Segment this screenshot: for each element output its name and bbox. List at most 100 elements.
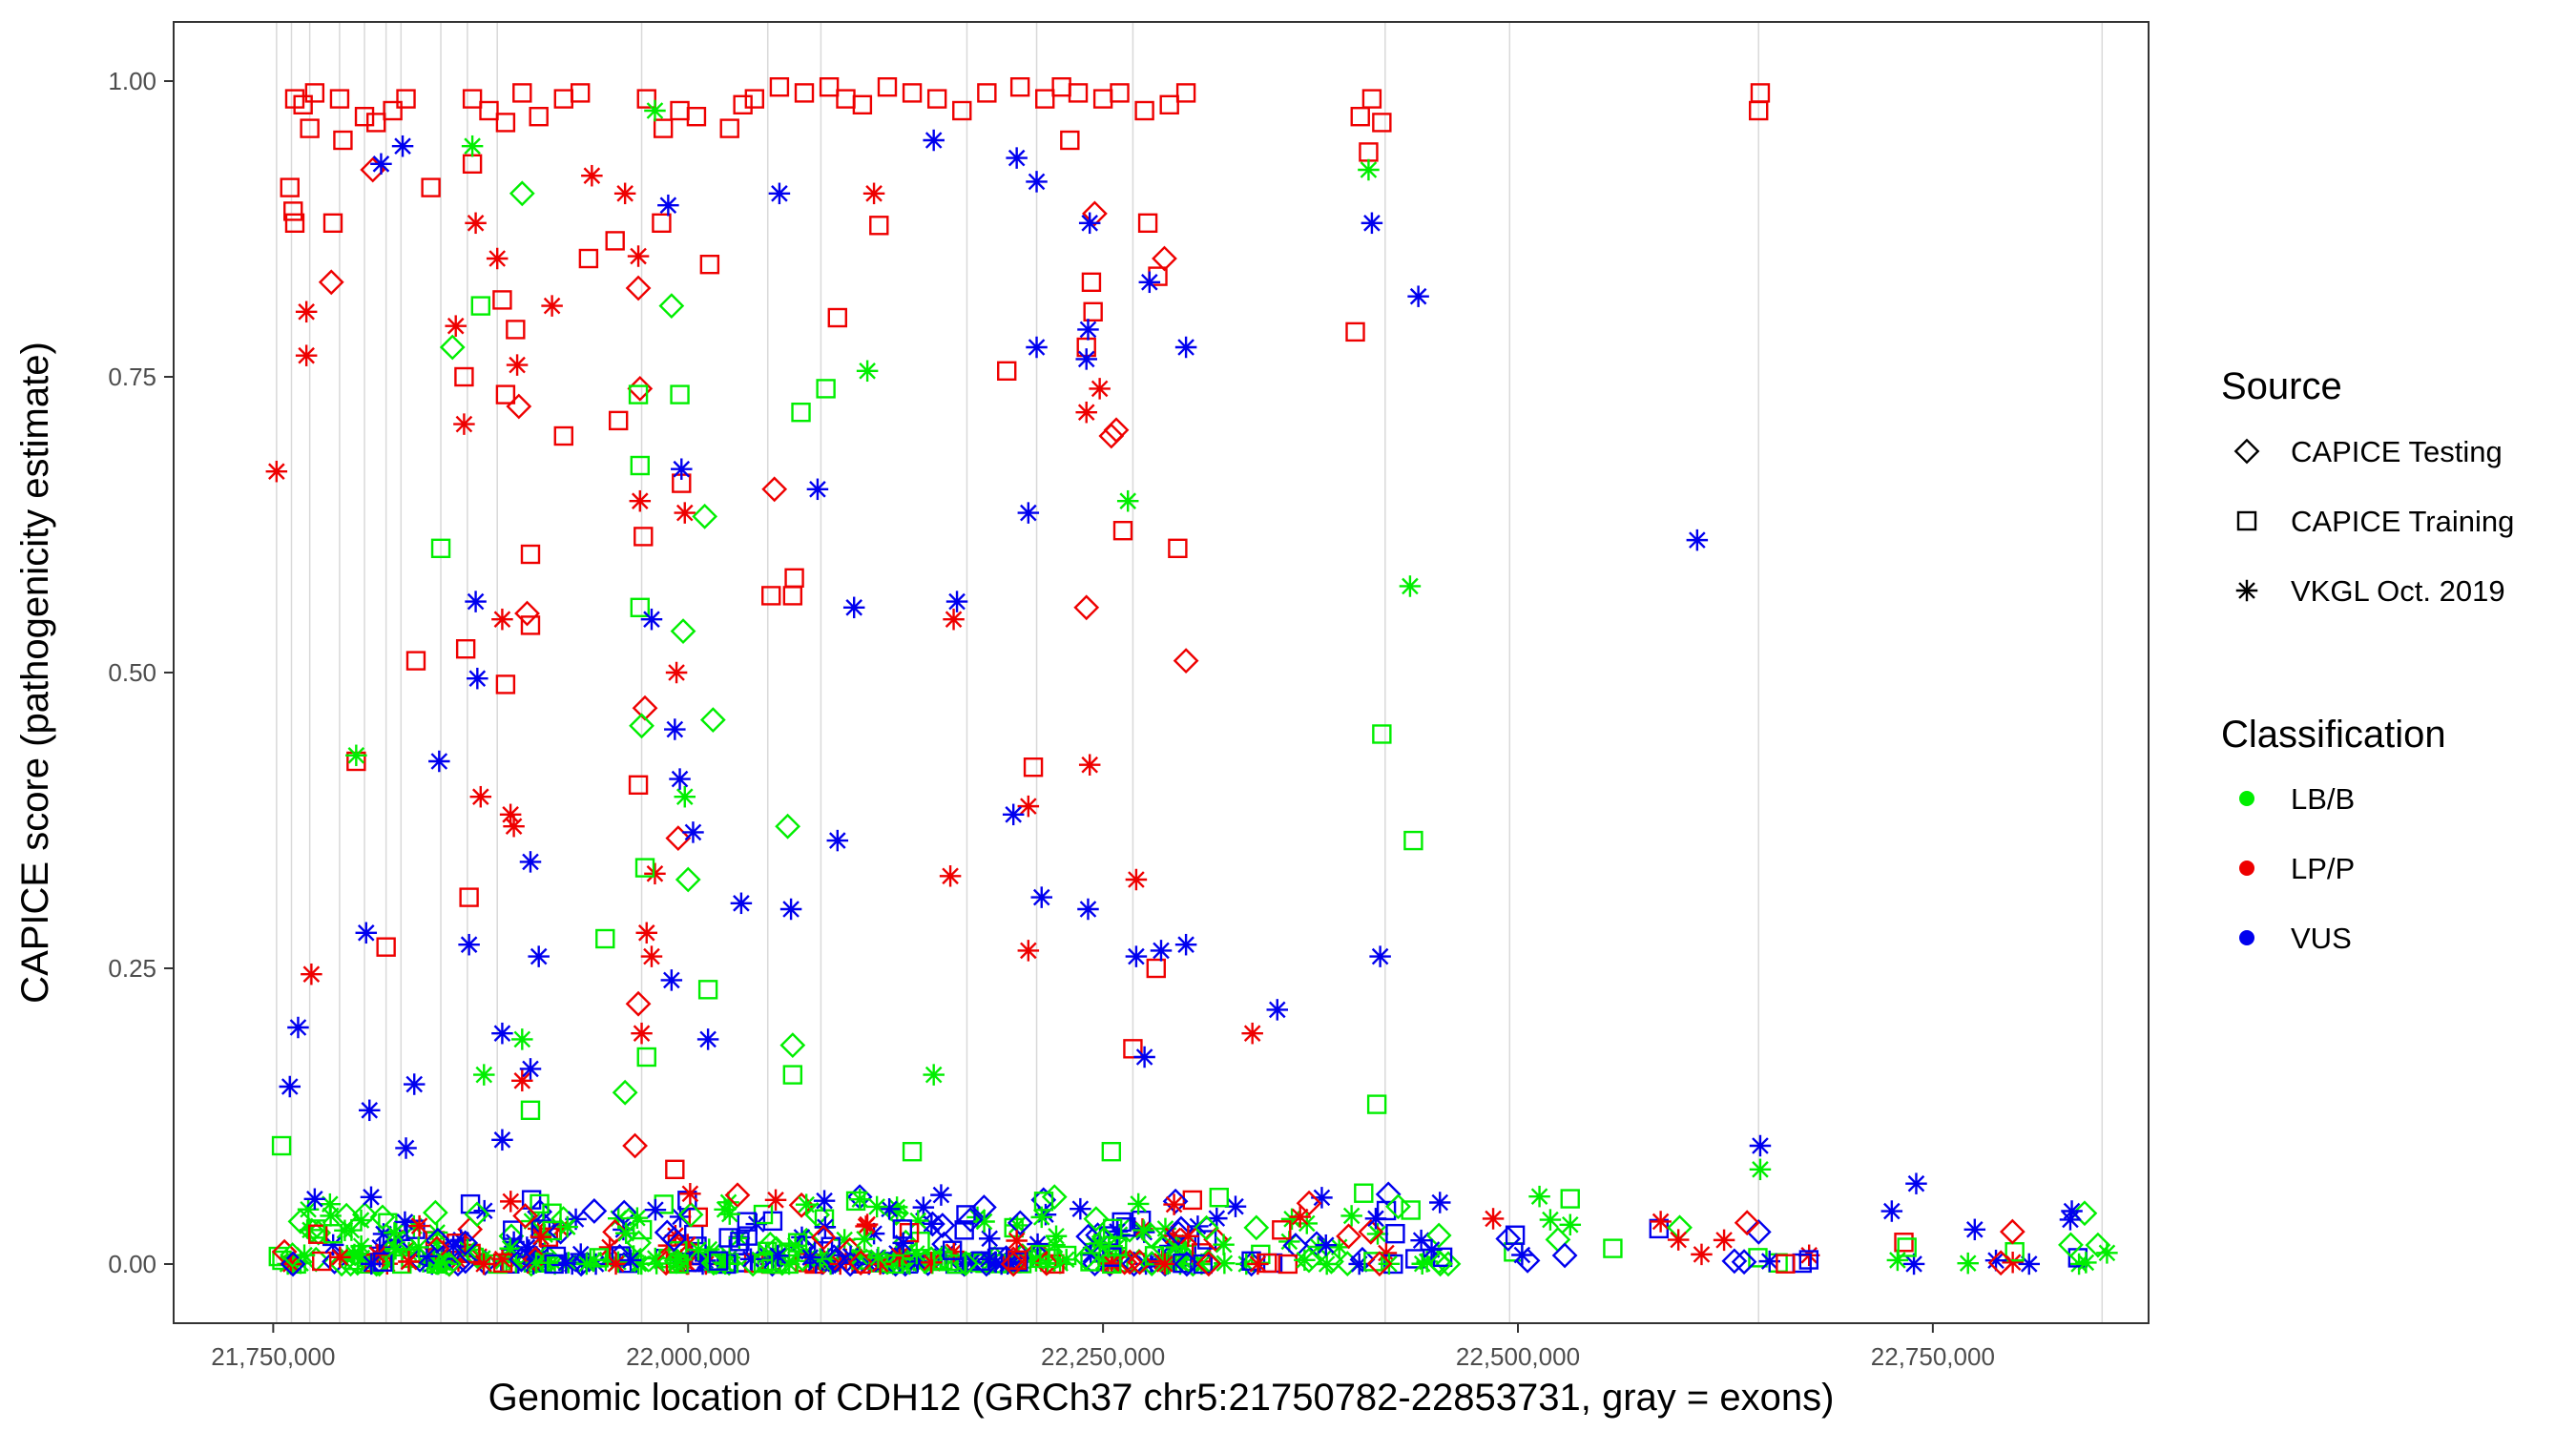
data-point — [361, 1253, 383, 1275]
data-point — [503, 815, 525, 838]
data-point — [675, 866, 701, 893]
data-point — [486, 247, 509, 270]
data-point — [360, 1186, 383, 1209]
data-point — [827, 307, 847, 328]
data-point — [455, 639, 476, 659]
data-point — [923, 1064, 945, 1086]
data-point — [1068, 83, 1089, 103]
data-point — [688, 1207, 709, 1228]
x-tick-label: 22,750,000 — [1871, 1342, 1995, 1371]
data-point — [899, 1222, 920, 1243]
data-point — [1340, 1205, 1362, 1227]
data-point — [619, 1249, 642, 1272]
data-point — [761, 476, 788, 503]
data-point — [479, 100, 499, 121]
legend-classification-key — [2239, 930, 2254, 945]
data-point — [1082, 200, 1108, 227]
data-point — [852, 94, 873, 115]
data-point — [665, 661, 688, 684]
data-point — [452, 1230, 479, 1256]
data-point — [987, 1247, 1008, 1267]
data-point — [1103, 417, 1130, 444]
data-point — [1435, 1251, 1462, 1277]
data-point — [1017, 940, 1040, 962]
data-point — [737, 1226, 758, 1246]
data-point — [665, 1159, 685, 1180]
data-point — [1165, 1220, 1192, 1247]
data-point — [1296, 1190, 1322, 1216]
data-point — [295, 301, 318, 323]
data-point — [697, 980, 718, 1000]
data-point — [1168, 538, 1188, 558]
data-point — [319, 1192, 342, 1215]
data-point — [462, 154, 483, 175]
data-point — [318, 269, 344, 296]
data-point — [1348, 1253, 1370, 1275]
data-point — [644, 1198, 667, 1221]
data-point — [1138, 271, 1161, 294]
data-point — [665, 825, 692, 851]
data-point — [679, 1183, 701, 1205]
data-point — [644, 99, 666, 122]
data-point — [1146, 958, 1166, 979]
data-point — [1428, 1192, 1451, 1213]
data-point — [605, 231, 625, 251]
data-point — [842, 596, 865, 619]
data-point — [530, 1226, 552, 1248]
legend-classification-key — [2239, 791, 2254, 806]
legend-source-key — [2233, 438, 2260, 465]
data-point — [465, 212, 487, 235]
data-point — [1030, 886, 1053, 908]
data-point — [605, 1253, 627, 1275]
data-point — [322, 1224, 343, 1244]
data-point — [1749, 1134, 1772, 1157]
data-point — [1667, 1229, 1690, 1251]
data-point — [1030, 1244, 1050, 1265]
data-point — [613, 182, 636, 205]
data-point — [867, 1246, 889, 1269]
data-point — [491, 1022, 513, 1045]
data-point — [1121, 1251, 1147, 1277]
data-point — [1401, 1200, 1421, 1220]
data-point — [1758, 1250, 1781, 1273]
data-point — [1002, 803, 1025, 826]
data-point — [461, 135, 484, 157]
data-point — [1372, 113, 1392, 133]
data-point — [366, 113, 386, 133]
data-point — [506, 354, 529, 376]
data-point — [1560, 1189, 1580, 1209]
data-point — [1361, 212, 1383, 235]
data-point — [939, 865, 962, 887]
data-point — [495, 674, 516, 695]
data-point — [784, 568, 804, 588]
data-point — [453, 413, 475, 435]
x-tick-label: 21,750,000 — [211, 1342, 335, 1371]
data-point — [280, 177, 300, 197]
data-point — [769, 76, 790, 97]
data-point — [370, 153, 392, 176]
data-point — [1073, 594, 1100, 621]
data-point — [645, 1253, 668, 1275]
data-point — [1482, 1208, 1505, 1230]
data-point — [997, 361, 1017, 381]
data-point — [1345, 321, 1365, 342]
plot-area — [265, 22, 2118, 1323]
data-point — [708, 1251, 729, 1271]
data-point — [1133, 1046, 1155, 1068]
data-point — [758, 1241, 778, 1261]
data-point — [674, 785, 696, 808]
data-point — [1051, 76, 1071, 97]
y-tick-label: 0.00 — [108, 1250, 156, 1278]
data-point — [422, 1199, 448, 1226]
data-point — [1361, 89, 1382, 109]
data-point — [322, 213, 343, 234]
data-point — [1177, 1225, 1199, 1248]
data-point — [1894, 1233, 1914, 1253]
data-point — [530, 1193, 550, 1214]
data-point — [1174, 933, 1197, 956]
data-point — [492, 1253, 513, 1274]
data-point — [1257, 1253, 1278, 1274]
data-point — [629, 713, 654, 739]
data-point — [293, 94, 313, 115]
data-point — [421, 177, 441, 197]
